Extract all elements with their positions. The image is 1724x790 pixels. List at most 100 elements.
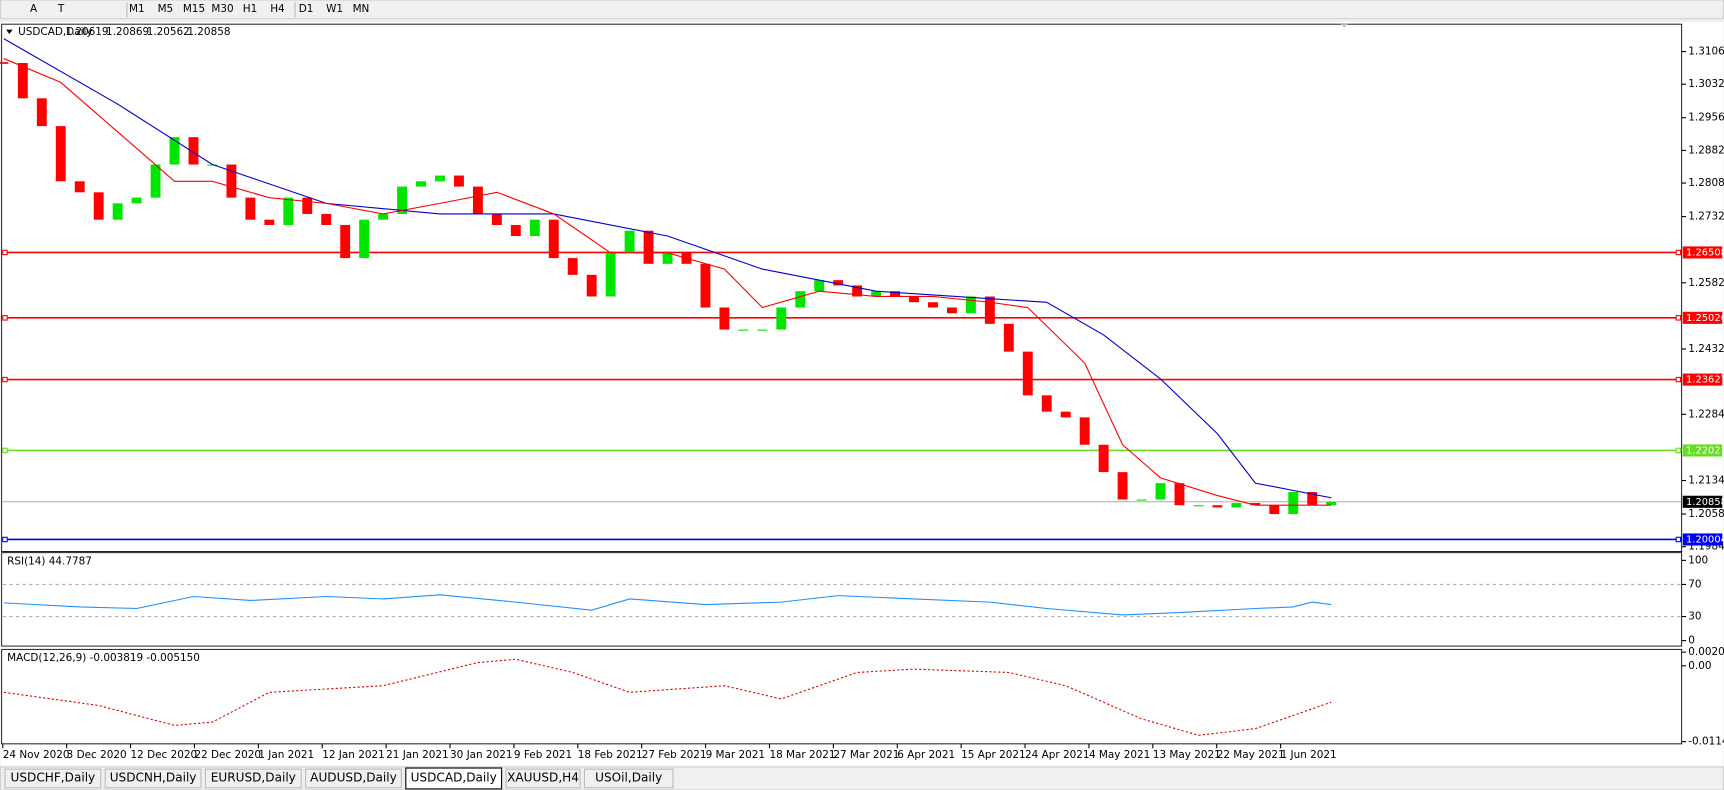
candle [1155, 483, 1166, 500]
candle [871, 291, 882, 297]
y-tick-label: 1.31060 [1688, 46, 1724, 58]
level-handle[interactable] [1675, 447, 1682, 454]
candle [245, 197, 256, 220]
level-label-box [1682, 246, 1723, 259]
macd-pane [1, 648, 1683, 745]
tab-label[interactable]: XAUUSD,H4 [507, 770, 579, 784]
x-tick-label: 9 Feb 2021 [514, 749, 572, 761]
candle [321, 213, 332, 225]
candle [852, 285, 863, 297]
tab[interactable] [305, 768, 402, 789]
x-tick-label: 24 Nov 2020 [3, 749, 70, 761]
candle [586, 274, 597, 297]
candle [643, 230, 654, 264]
period-button[interactable]: M1 [129, 3, 145, 15]
tab[interactable] [505, 768, 581, 789]
period-button[interactable]: W1 [326, 3, 343, 15]
candle [1117, 472, 1128, 500]
x-tick-label: 9 Mar 2021 [706, 749, 765, 761]
moving-average [3, 38, 1332, 499]
candle [814, 280, 825, 292]
candle [36, 98, 47, 127]
x-tick-label: 4 May 2021 [1089, 749, 1150, 761]
x-tick-label: 6 Apr 2021 [897, 749, 955, 761]
level-label-box [1682, 495, 1723, 508]
tab[interactable] [583, 768, 674, 789]
tab[interactable] [204, 768, 302, 789]
rsi-pane [1, 552, 1683, 647]
x-tick-label: 15 Apr 2021 [961, 749, 1025, 761]
candle [1041, 395, 1052, 412]
candle [397, 186, 408, 214]
rsi-tick-label: 70 [1688, 578, 1701, 590]
period-button[interactable]: M5 [158, 3, 174, 15]
level-handle[interactable] [2, 376, 8, 383]
y-tick-label: 1.20580 [1688, 508, 1724, 520]
tool-button[interactable]: T [57, 3, 65, 15]
candle [283, 197, 294, 225]
tab-label[interactable]: EURUSD,Daily [211, 770, 296, 784]
tool-button[interactable]: A [30, 3, 38, 15]
candle [74, 181, 85, 193]
candle [1231, 503, 1242, 508]
y-tick-label: 1.25820 [1688, 277, 1724, 289]
tab-label[interactable]: USOil,Daily [595, 770, 662, 784]
macd-tick-label: 0.00 [1688, 660, 1711, 672]
candle [169, 137, 180, 165]
tab[interactable] [104, 768, 202, 789]
period-button[interactable]: D1 [299, 3, 314, 15]
level-handle[interactable] [1675, 376, 1682, 383]
level-handle[interactable] [1675, 249, 1682, 256]
tab[interactable] [405, 767, 503, 790]
x-tick-label: 12 Dec 2020 [131, 749, 198, 761]
tab-label[interactable]: USDCAD,Daily [411, 770, 497, 784]
x-tick-label: 30 Jan 2021 [450, 749, 512, 761]
x-tick-label: 22 May 2021 [1217, 749, 1285, 761]
moving-average [3, 58, 1332, 506]
candle [719, 307, 730, 330]
tab-label[interactable]: USDCNH,Daily [110, 770, 197, 784]
candle [984, 296, 995, 324]
candle [529, 219, 540, 237]
period-button[interactable]: H4 [270, 3, 285, 15]
level-handle[interactable] [1675, 315, 1682, 321]
candle [112, 203, 123, 220]
rsi-tick-label: 0 [1688, 635, 1695, 647]
period-button[interactable]: M30 [211, 3, 233, 15]
level-label-box [1682, 311, 1723, 324]
level-label: 1.20004 [1686, 534, 1724, 545]
candle [454, 175, 464, 187]
candle [1269, 505, 1280, 515]
main-pane [1, 23, 1683, 553]
tab[interactable] [4, 768, 102, 789]
candle [890, 291, 901, 297]
level-handle[interactable] [2, 315, 8, 321]
header-value: 1.20858 [187, 26, 230, 38]
candle [1307, 491, 1318, 506]
y-tick-label: 1.24320 [1688, 343, 1724, 355]
header-value: 1.20562 [147, 26, 190, 38]
candle [359, 219, 370, 259]
candle [472, 186, 483, 214]
period-button[interactable]: H1 [243, 3, 257, 15]
candle [416, 181, 426, 187]
candle [909, 296, 919, 303]
level-label: 1.25026 [1686, 313, 1724, 324]
collapse-arrow[interactable] [6, 29, 13, 35]
candle [510, 224, 521, 237]
level-handle[interactable] [2, 536, 8, 543]
candle [340, 224, 351, 259]
tab-label[interactable]: USDCHF,Daily [11, 770, 96, 784]
level-label: 1.23627 [1686, 375, 1724, 386]
candle [1060, 411, 1071, 418]
level-handle[interactable] [2, 249, 8, 256]
level-handle[interactable] [2, 447, 8, 454]
level-label: 1.20858 [1686, 497, 1724, 508]
tab-label[interactable]: AUDUSD,Daily [310, 770, 397, 784]
y-tick-label: 1.21340 [1688, 475, 1724, 487]
period-button[interactable]: M15 [183, 3, 205, 15]
candle [662, 252, 673, 264]
period-button[interactable]: MN [353, 3, 370, 15]
level-handle[interactable] [1675, 536, 1682, 543]
